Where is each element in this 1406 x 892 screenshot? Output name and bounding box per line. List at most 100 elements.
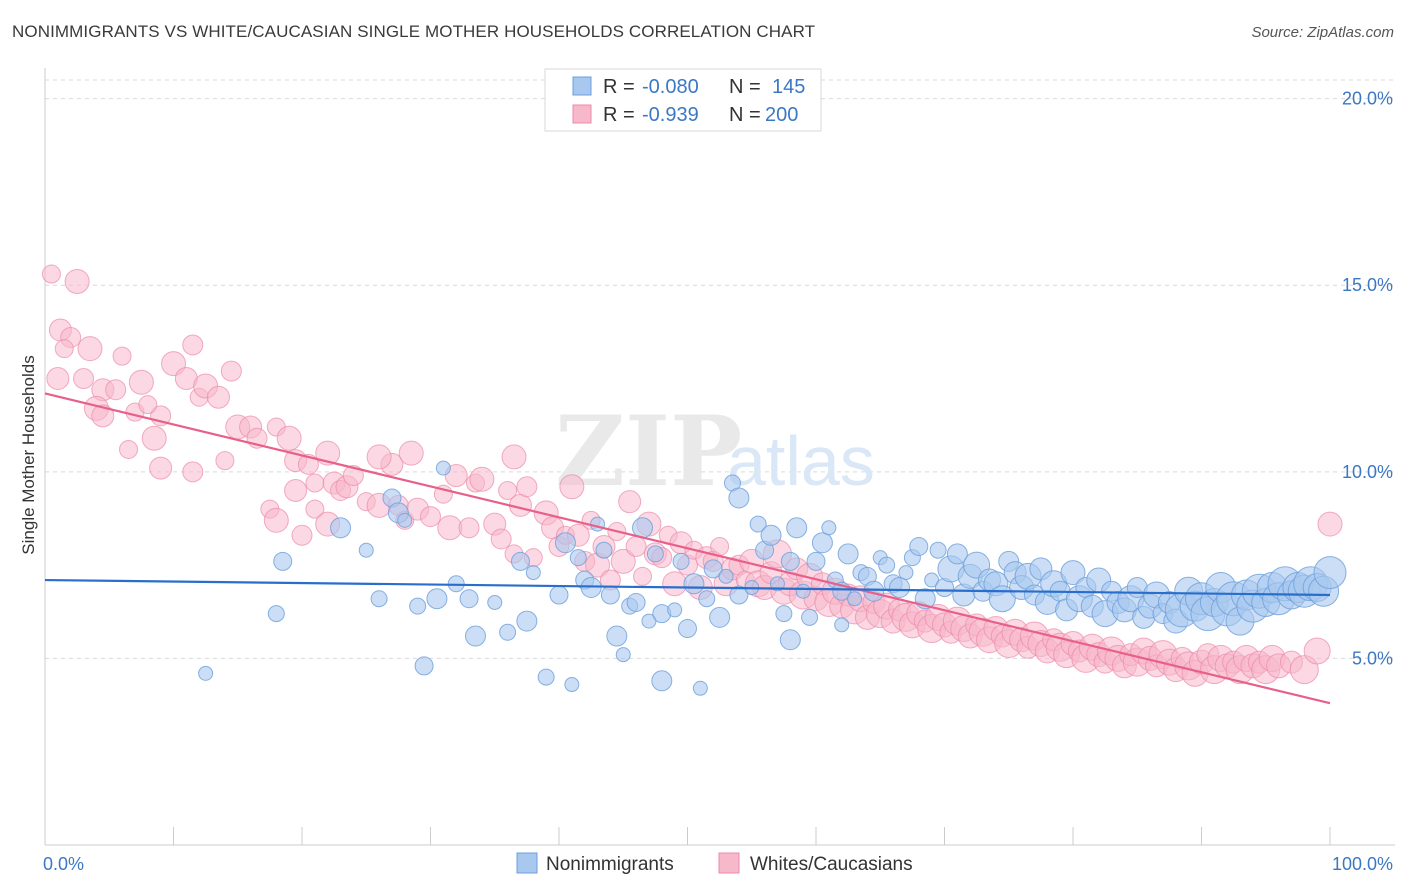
nonimmigrants-point <box>821 520 837 536</box>
whites-point <box>398 440 424 466</box>
nonimmigrants-point <box>435 460 451 476</box>
watermark: ZIP atlas <box>555 395 875 508</box>
nonimmigrants-point <box>847 591 863 607</box>
nonimmigrants-point <box>703 559 723 579</box>
whites-point <box>128 369 154 395</box>
nonimmigrants-point <box>499 623 517 641</box>
nonimmigrants-point <box>898 565 914 581</box>
x-tick-label-0: 0.0% <box>43 854 84 874</box>
y-tick-label-1: 10.0% <box>1342 462 1393 482</box>
nonimmigrants-point <box>834 617 850 633</box>
y-tick-labels: 5.0% 10.0% 15.0% 20.0% <box>1342 89 1393 669</box>
whites-point <box>77 336 103 362</box>
nonimmigrants-point <box>909 536 929 556</box>
whites-point <box>662 571 688 597</box>
nonimmigrants-point <box>760 524 782 546</box>
nonimmigrants-point <box>1313 556 1347 590</box>
nonimmigrants-point <box>801 608 819 626</box>
nonimmigrants-point <box>370 590 388 608</box>
x-tick-labels: 0.0% 100.0% <box>43 854 1393 874</box>
nonimmigrants-trend-line <box>44 578 1331 597</box>
nonimmigrants-point <box>878 556 896 574</box>
nonimmigrants-point <box>595 541 613 559</box>
chart-title: NONIMMIGRANTS VS WHITE/CAUCASIAN SINGLE … <box>12 22 816 41</box>
nonimmigrants-point <box>728 487 750 509</box>
whites-point <box>1303 637 1331 665</box>
nonimmigrants-point <box>600 585 620 605</box>
nonimmigrants-point <box>330 517 352 539</box>
nonimmigrants-point <box>606 625 628 647</box>
bottom-legend-swatch-whites <box>718 852 740 874</box>
legend-n-label-1: N = <box>729 76 761 98</box>
nonimmigrants-point <box>626 592 646 612</box>
whites-point <box>498 480 518 500</box>
nonimmigrants-point <box>409 597 427 615</box>
y-tick-label-3: 20.0% <box>1342 89 1393 109</box>
whites-point <box>297 453 319 475</box>
legend-n-value-2: 200 <box>765 104 798 126</box>
legend-swatch-nonimmigrants <box>572 76 592 96</box>
nonimmigrants-point <box>549 585 569 605</box>
nonimmigrants-point <box>779 629 801 651</box>
y-tick-label-2: 15.0% <box>1342 275 1393 295</box>
nonimmigrants-point <box>806 551 826 571</box>
nonimmigrants-point <box>678 619 697 639</box>
whites-point <box>291 524 313 546</box>
y-axis-label: Single Mother Households <box>19 355 38 554</box>
nonimmigrants-point <box>554 532 576 554</box>
whites-point <box>366 444 392 470</box>
nonimmigrants-point <box>837 543 859 565</box>
whites-point <box>220 360 242 382</box>
nonimmigrants-point <box>273 551 293 571</box>
watermark-zip: ZIP <box>555 395 742 508</box>
bottom-legend-label-whites: Whites/Caucasians <box>750 854 913 875</box>
whites-point <box>105 379 127 401</box>
nonimmigrants-point <box>397 512 413 528</box>
legend-n-value-1: 145 <box>772 76 805 98</box>
whites-point <box>138 395 158 415</box>
nonimmigrants-point <box>590 516 606 532</box>
whites-point <box>141 425 167 451</box>
nonimmigrants-point <box>615 647 631 663</box>
whites-point <box>469 466 495 492</box>
whites-point <box>342 465 364 487</box>
nonimmigrants-point <box>709 606 731 628</box>
whites-point <box>276 425 302 451</box>
whites-point <box>444 464 468 488</box>
legend-swatch-whites <box>572 104 592 124</box>
legend-n-label-2: N = <box>729 104 761 126</box>
nonimmigrants-point <box>698 590 716 608</box>
whites-point <box>73 368 95 390</box>
nonimmigrants-point <box>414 656 434 676</box>
whites-point <box>490 528 512 550</box>
whites-point <box>559 474 585 500</box>
nonimmigrants-point <box>516 610 538 632</box>
nonimmigrants-point <box>667 602 683 618</box>
whites-point <box>119 439 139 459</box>
whites-point <box>633 566 653 586</box>
nonimmigrants-point <box>769 576 785 592</box>
source-label: Source: ZipAtlas.com <box>1251 24 1394 41</box>
whites-point <box>149 456 173 480</box>
whites-point <box>41 264 61 284</box>
whites-point <box>46 367 70 391</box>
whites-point <box>710 536 730 556</box>
whites-point <box>112 346 132 366</box>
nonimmigrants-point <box>1060 560 1086 586</box>
nonimmigrants-point <box>775 605 793 623</box>
whites-point <box>458 517 480 539</box>
whites-point <box>64 269 90 295</box>
bottom-legend-label-nonimmigrants: Nonimmigrants <box>546 854 674 875</box>
whites-point <box>305 499 325 519</box>
bottom-legend-swatch-nonimmigrants <box>516 852 538 874</box>
whites-trend-line <box>44 392 1331 705</box>
nonimmigrants-point <box>692 680 708 696</box>
nonimmigrants-point <box>683 573 705 595</box>
nonimmigrants-point <box>672 552 690 570</box>
legend-r-label-2: R = <box>603 104 635 126</box>
nonimmigrants-point <box>537 668 555 686</box>
legend-r-value-1: -0.080 <box>642 76 699 98</box>
whites-point <box>182 461 204 483</box>
whites-point <box>305 473 325 493</box>
